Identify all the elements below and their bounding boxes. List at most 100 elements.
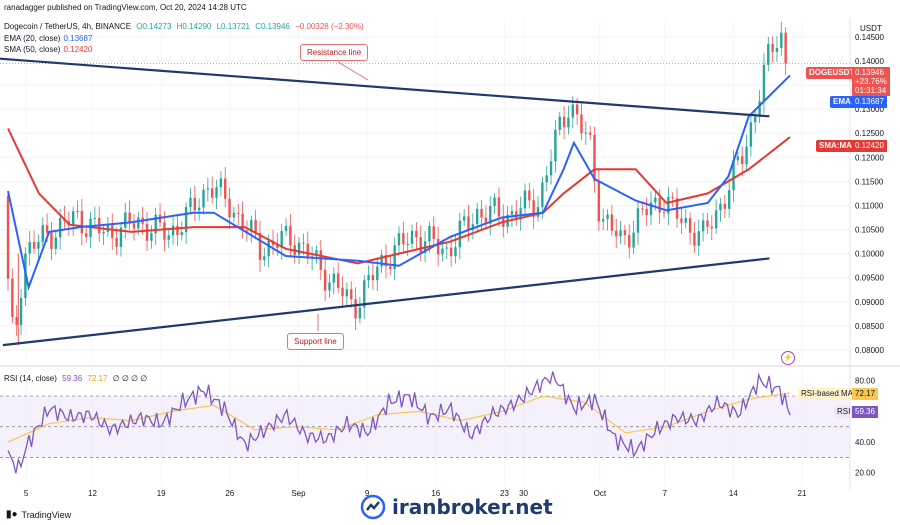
candle-body [202,189,205,208]
candle-body [115,237,118,247]
candle-body [619,230,622,237]
price-tick-label: 0.13000 [855,105,884,114]
tradingview-footer[interactable]: ▮● TradingView [6,509,71,520]
candle-body [197,207,201,211]
candle-body [180,232,183,235]
candle-body [132,223,136,229]
candle-body [671,196,674,199]
watermark-logo-icon [360,494,386,520]
candle-body [124,212,127,228]
candle-body [688,217,692,233]
sma-line [7,127,791,265]
candle-body [636,208,640,233]
sma-legend[interactable]: SMA (50, close) 0.12420 [4,45,93,54]
symbol-price-tag: DOGEUSDT [806,67,858,79]
candle-body [745,146,748,165]
candle-body [706,220,709,227]
candle-body [323,269,327,291]
candle-body [736,156,740,161]
candle-body [727,190,731,209]
candle-body [497,197,501,217]
ema-line [7,74,791,291]
price-tick-label: 0.14000 [855,57,884,66]
candle-body [741,156,744,165]
candle-body [54,237,57,249]
candle-body [371,275,375,281]
candle-body [467,216,470,231]
candle-body [693,232,696,246]
candle-body [584,132,588,134]
price-tick-label: 0.08000 [855,346,884,355]
candle-body [710,226,713,229]
time-tick-label: 5 [24,489,29,498]
price-tick-label: 0.11500 [855,177,884,186]
candle-body [284,225,288,232]
candle-timer: 01:31:34 [855,86,887,95]
candle-body [597,181,601,222]
flash-icon[interactable]: ⚡ [781,351,795,365]
candle-body [645,208,648,216]
ema-legend[interactable]: EMA (20, close) 0.13687 [4,34,93,43]
candle-body [276,244,279,248]
candle-body [297,242,301,255]
candle-body [615,230,618,237]
candle-body [76,210,79,212]
rsi-tick-label: 80.00 [855,377,876,386]
candle-body [150,233,153,241]
price-tick-label: 0.09000 [855,298,884,307]
time-axis-ticks: 5 12 19 26 Sep 9 16 23 30 Oct 7 14 21 [24,489,807,498]
candle-body [45,225,49,233]
candle-body [19,298,23,325]
candle-body [767,44,770,65]
candle-body [536,207,540,217]
candle-body [280,231,283,248]
axis-unit[interactable]: USDT [860,24,882,33]
candle-body [171,225,175,236]
candle-body [319,250,322,270]
candle-body [128,212,131,224]
candle-body [571,104,574,118]
watermark-text: iranbroker.net [392,495,553,519]
candle-body [389,266,392,269]
candle-body [358,307,362,319]
candle-body [58,217,62,238]
time-tick-label: 14 [729,489,738,498]
candle-body [758,101,761,117]
candle-body [484,217,488,224]
trendlines [0,57,770,347]
candle-body [558,116,561,130]
candle-body [575,104,579,115]
candle-body [41,225,44,242]
candle-body [263,256,266,260]
candle-body [102,231,105,234]
candle-body [380,255,383,267]
watermark: iranbroker.net [360,494,553,520]
rsi-tag-label: RSI [834,406,854,418]
candle-body [250,219,253,232]
candle-body [345,289,349,297]
candle-body [393,245,396,269]
candle-body [384,255,388,267]
candle-body [410,230,414,244]
candle-body [454,247,457,257]
resistance-pointer [337,61,369,81]
candle-body [354,299,357,319]
tradingview-brand: TradingView [21,509,72,520]
candle-body [701,220,705,232]
candle-body [667,196,670,214]
candle-body [601,219,605,222]
candle-body [480,208,483,218]
ohlc-change: −0.00328 (−2.30%) [295,22,364,31]
candle-body [306,243,309,259]
candle-body [6,195,10,279]
candle-body [462,216,466,221]
candle-body [15,316,18,325]
candle-body [254,219,257,233]
candle-body [71,211,75,226]
rsi-legend[interactable]: RSI (14, close) 59.36 72.17 ∅ ∅ ∅ ∅ [4,374,148,383]
candle-body [11,278,14,317]
ohlc-open: O0.14273 [136,22,172,31]
resistance-annotation: Resistance line [300,44,369,61]
candle-body [723,203,727,209]
candle-body [523,190,527,209]
